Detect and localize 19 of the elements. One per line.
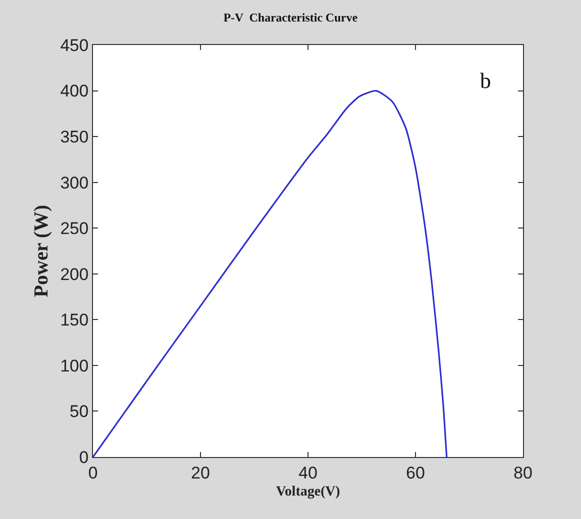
y-axis-title: Power (W) xyxy=(30,204,53,298)
x-axis-title: Voltage(V) xyxy=(276,484,340,500)
y-tick-label: 250 xyxy=(60,219,89,238)
x-tick-label: 60 xyxy=(406,463,425,482)
y-tick-label: 400 xyxy=(60,82,89,101)
y-tick-label: 200 xyxy=(60,264,89,284)
y-tick-label: 350 xyxy=(60,128,89,147)
y-tick-label: 150 xyxy=(60,310,89,330)
line-series xyxy=(93,90,448,457)
y-tick-label: 0 xyxy=(79,448,89,467)
y-tick-label: 450 xyxy=(60,36,89,55)
y-tick-label: 50 xyxy=(70,402,89,422)
chart-title: P-V Characteristic Curve xyxy=(223,10,358,24)
annotation: b xyxy=(480,68,491,93)
x-tick-label: 80 xyxy=(514,463,532,482)
y-tick-label: 100 xyxy=(60,356,89,376)
y-tick-label: 300 xyxy=(60,173,89,192)
x-tick-label: 40 xyxy=(298,463,318,482)
x-tick-label: 20 xyxy=(191,463,210,482)
